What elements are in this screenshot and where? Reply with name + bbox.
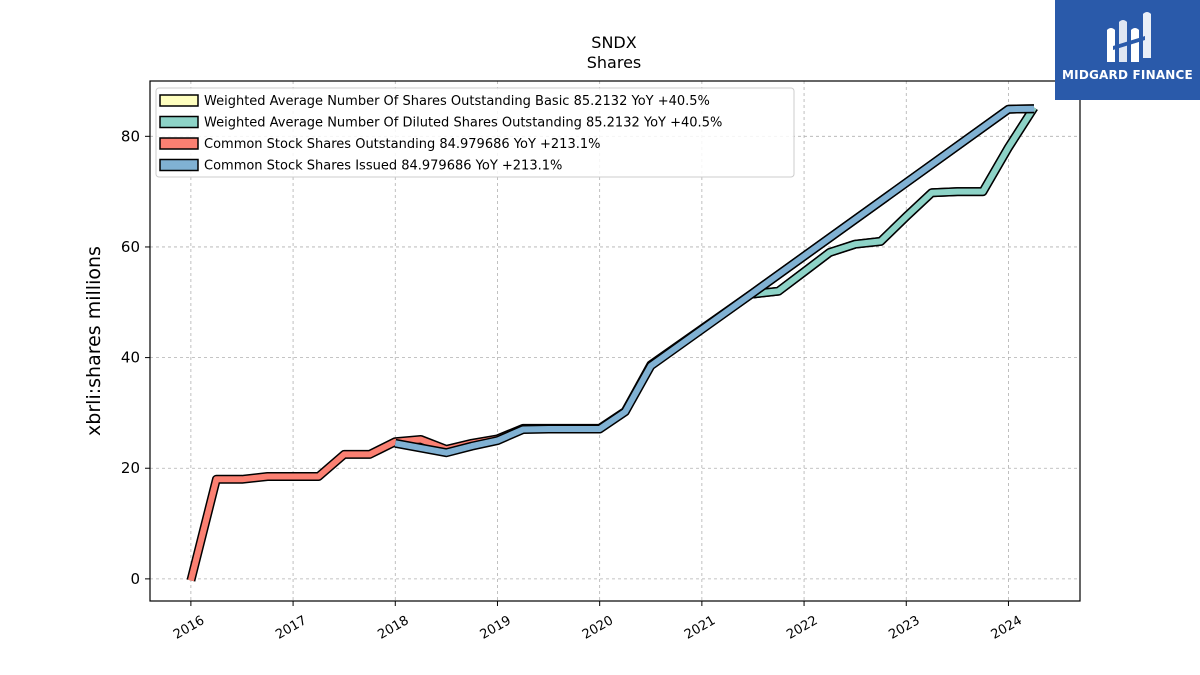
legend-swatch-3 [159,158,199,172]
x-tick-label-8: 2024 [989,613,1025,643]
y-tick-label-2: 40 [121,349,140,367]
series-lines [186,104,1038,582]
x-tick-label-4: 2020 [580,613,616,643]
legend-swatch-1 [159,115,199,129]
legend-label-0: Weighted Average Number Of Shares Outsta… [204,94,710,109]
series-line-1 [752,105,1037,297]
legend-box [155,87,795,178]
x-axis: 2016 2017 2018 2019 2020 2021 2022 2023 2024 [171,601,1025,643]
y-axis: 0 20 40 60 80 [121,127,150,588]
x-tick-label-0: 2016 [171,613,207,643]
legend: Weighted Average Number Of Shares Outsta… [155,87,795,178]
x-tick-label-2: 2018 [375,613,411,643]
legend-label-1: Weighted Average Number Of Diluted Share… [204,116,722,131]
legend-label-2: Common Stock Shares Outstanding 84.97968… [204,137,600,152]
y-axis-label: xbrli:shares millions [83,246,105,436]
x-tick-label-7: 2023 [886,613,922,643]
chart-subtitle: Shares [587,53,642,72]
brand-logo: MIDGARD FINANCE [1055,0,1200,100]
brand-name: MIDGARD FINANCE [1062,68,1193,82]
x-tick-label-5: 2021 [682,613,718,643]
x-tick-label-6: 2022 [784,613,820,643]
legend-label-3: Common Stock Shares Issued 84.979686 YoY… [204,159,562,174]
midgard-logo-icon [1055,0,1200,100]
y-tick-label-4: 80 [121,127,140,145]
legend-swatch-2 [159,137,199,150]
x-tick-label-3: 2019 [478,613,514,643]
x-tick-label-1: 2017 [273,613,309,643]
y-tick-label-3: 60 [121,238,140,256]
legend-swatch-0 [159,94,199,107]
plot-area-frame [149,80,1081,602]
y-tick-label-0: 0 [130,570,140,588]
series-line-3 [394,105,1035,456]
y-tick-label-1: 20 [121,459,140,477]
chart-title: SNDX [591,33,636,52]
